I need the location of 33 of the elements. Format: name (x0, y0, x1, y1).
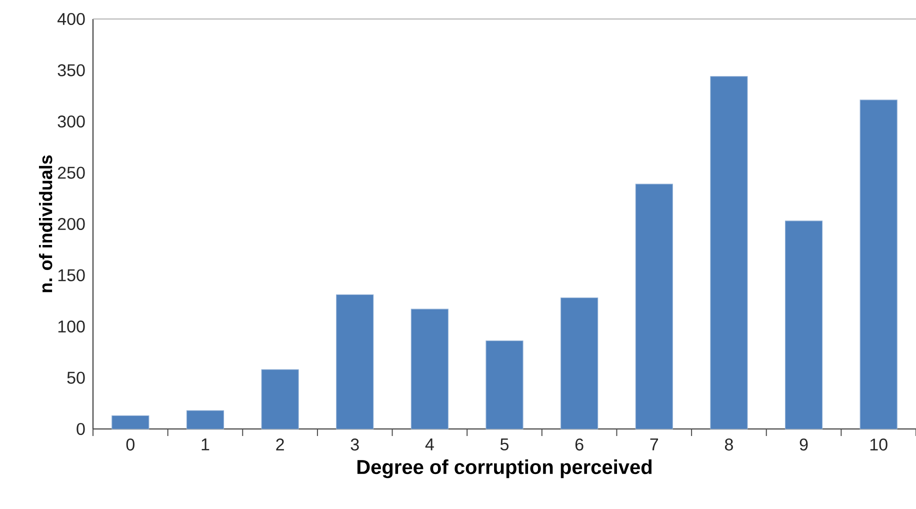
y-tick-label: 50 (67, 372, 85, 384)
bar (112, 415, 150, 430)
x-tick-label: 4 (425, 438, 434, 450)
x-tick-label: 1 (202, 438, 210, 450)
x-tick-label: 0 (126, 438, 134, 451)
y-tick-label: 100 (58, 320, 85, 333)
bar (486, 340, 524, 430)
y-axis-title: n. of individuals (39, 155, 52, 292)
bar (784, 220, 823, 430)
x-tick-label: 10 (870, 438, 888, 451)
bar (261, 369, 299, 430)
y-tick-label: 350 (58, 64, 85, 76)
y-tick-label: 200 (58, 218, 85, 230)
bar (560, 298, 598, 430)
y-tick-label: 250 (58, 166, 85, 179)
x-tick-label: 7 (650, 438, 658, 450)
bar (336, 294, 374, 430)
x-tick-label: 5 (500, 438, 509, 450)
x-tick-label: 8 (724, 438, 733, 451)
x-tick-label: 9 (800, 438, 808, 451)
bar (635, 184, 673, 430)
x-axis-title: Degree of corruption perceived (357, 459, 652, 478)
y-tick-label: 300 (58, 115, 85, 128)
bar (860, 100, 898, 430)
bar (410, 308, 448, 430)
y-tick-label: 0 (76, 422, 85, 436)
x-tick-label: 6 (575, 438, 584, 451)
y-tick-label: 150 (58, 269, 85, 282)
x-tick-label: 2 (276, 438, 284, 450)
y-tick-label: 400 (57, 12, 85, 26)
bar (186, 410, 224, 430)
bar (710, 76, 748, 430)
x-tick-label: 3 (350, 438, 359, 451)
